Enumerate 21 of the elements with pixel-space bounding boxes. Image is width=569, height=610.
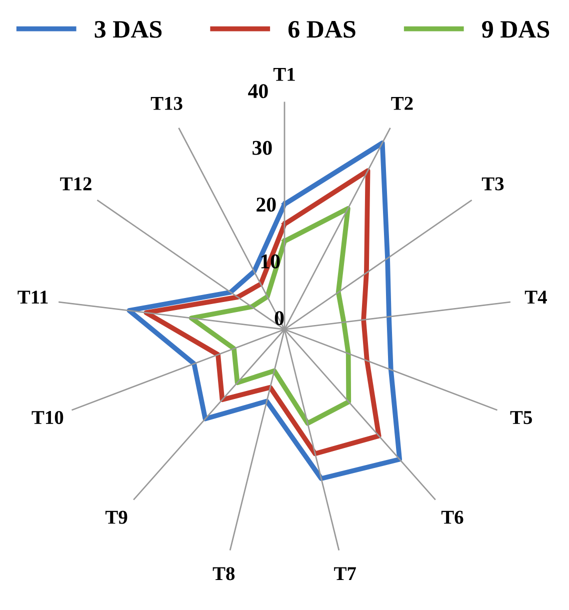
- spoke-label: T4: [524, 290, 547, 304]
- y-tick-label: 0: [274, 311, 284, 326]
- spoke-label: T9: [105, 510, 128, 524]
- spoke-label: T10: [32, 410, 64, 424]
- legend-label: 6 DAS: [288, 21, 356, 38]
- spoke-label: T11: [18, 290, 48, 304]
- spoke-label: T7: [334, 567, 356, 580]
- spoke-label: T6: [441, 510, 464, 524]
- spoke-label: T1: [273, 68, 295, 81]
- y-tick-label: 10: [261, 254, 280, 268]
- spoke-label: T2: [391, 96, 413, 110]
- legend-label: 3 DAS: [94, 21, 162, 38]
- y-tick-label: 30: [252, 140, 272, 155]
- spoke-label: T12: [60, 177, 92, 190]
- spoke-label: T8: [212, 567, 235, 580]
- y-tick-label: 20: [256, 198, 276, 212]
- spoke-label: T5: [510, 411, 532, 424]
- y-tick-label: 40: [248, 84, 268, 98]
- spoke-label: T3: [482, 177, 504, 190]
- spoke-label: T13: [150, 96, 182, 110]
- legend-label: 9 DAS: [482, 21, 550, 38]
